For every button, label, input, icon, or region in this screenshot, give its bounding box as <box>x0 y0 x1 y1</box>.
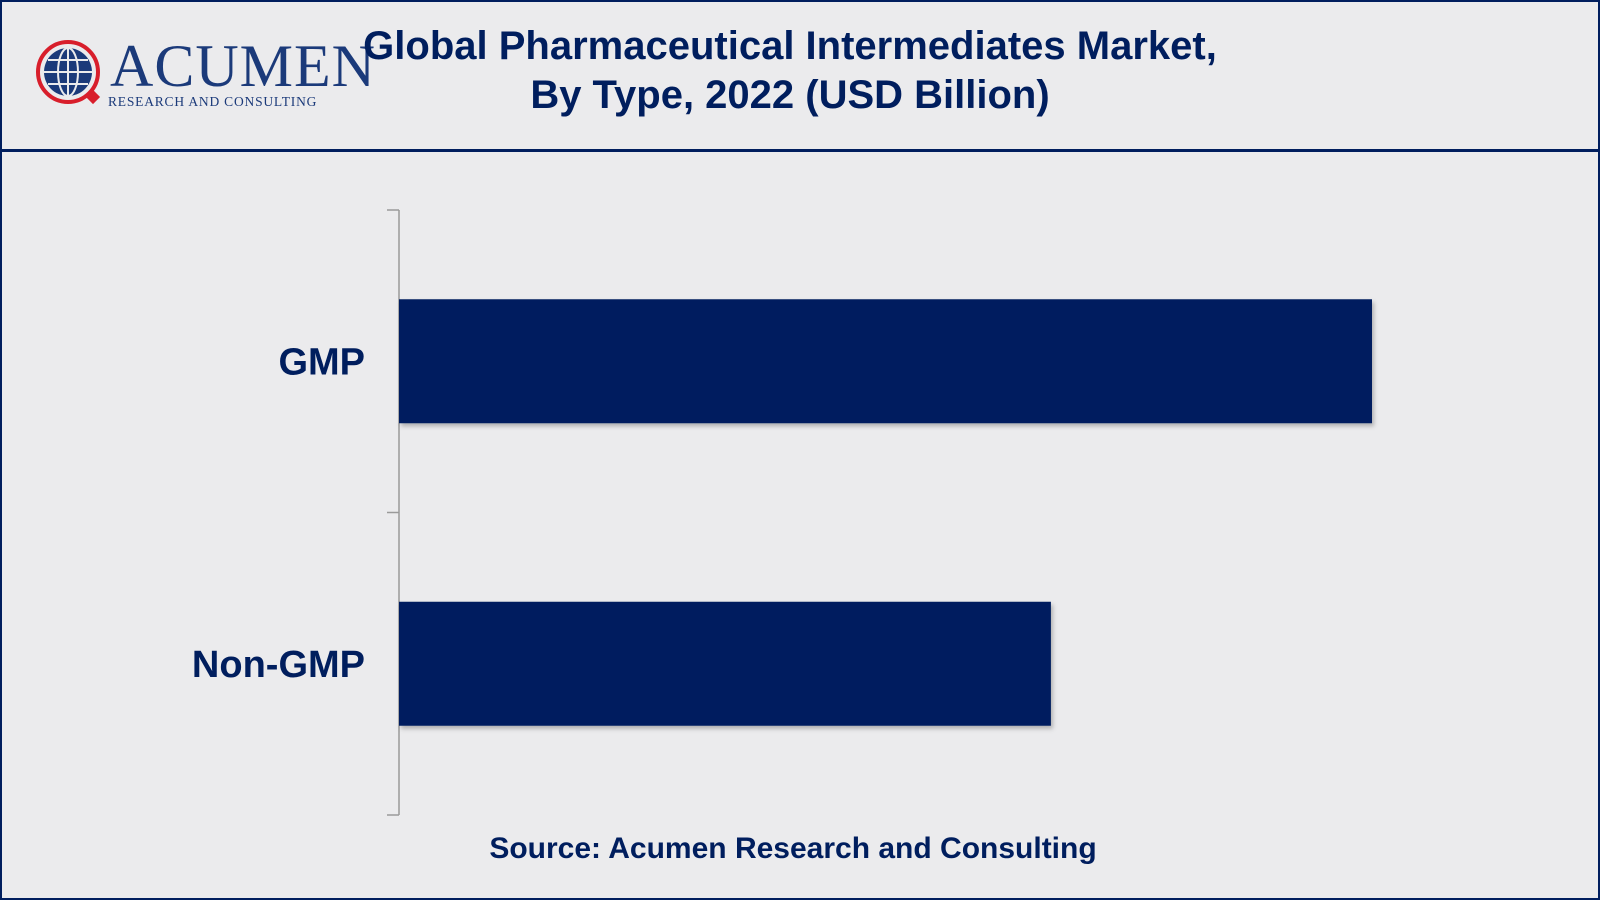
title-line-1: Global Pharmaceutical Intermediates Mark… <box>363 24 1217 68</box>
logo-subtitle: RESEARCH AND CONSULTING <box>108 94 318 109</box>
header: Acumen RESEARCH AND CONSULTING Global Ph… <box>0 0 1600 152</box>
bar-gmp <box>399 299 1372 424</box>
logo-wordmark: Acumen <box>110 33 377 99</box>
title-line-2: By Type, 2022 (USD Billion) <box>530 73 1050 117</box>
globe-logo-icon <box>36 40 101 105</box>
chart-title: Global Pharmaceutical Intermediates Mark… <box>340 22 1240 120</box>
source-note: Source: Acumen Research and Consulting <box>489 832 1097 865</box>
category-label-non-gmp: Non-GMP <box>192 644 365 686</box>
bar-non-gmp <box>399 601 1051 726</box>
acumen-logo: Acumen RESEARCH AND CONSULTING <box>34 34 375 114</box>
category-label-gmp: GMP <box>278 341 365 383</box>
